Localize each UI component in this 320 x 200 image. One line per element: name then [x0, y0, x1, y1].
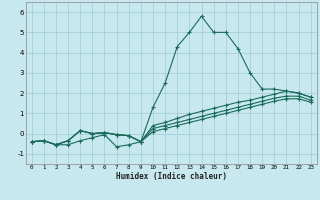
X-axis label: Humidex (Indice chaleur): Humidex (Indice chaleur): [116, 172, 227, 181]
